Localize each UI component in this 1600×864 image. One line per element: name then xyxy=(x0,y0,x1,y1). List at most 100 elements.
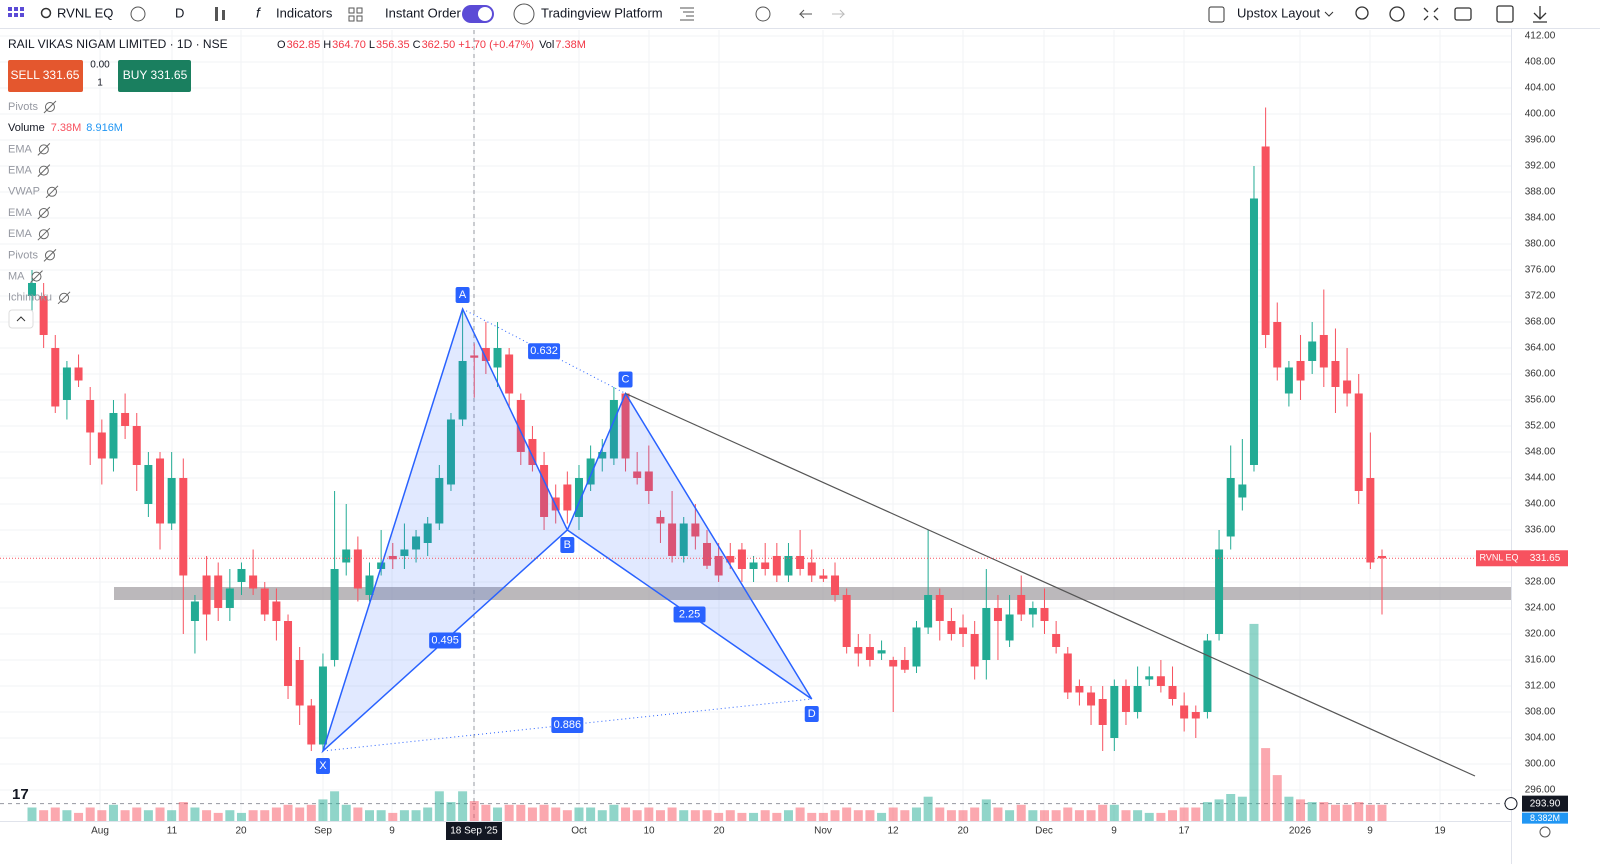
hidden-eye-slash xyxy=(37,143,51,156)
volume-bar xyxy=(1342,804,1352,821)
hidden-eye[interactable] xyxy=(44,102,55,112)
platform[interactable]: Tradingview Platform xyxy=(541,5,663,20)
hidden-eye[interactable] xyxy=(38,144,49,155)
toolbar-right-icons[interactable] xyxy=(1355,5,1547,23)
volume-bar xyxy=(1051,810,1061,821)
ohlc-value: 362.50 xyxy=(422,39,456,51)
hidden-eye-slash xyxy=(57,291,71,305)
hidden-eye[interactable] xyxy=(38,208,49,218)
candle-body xyxy=(1017,594,1026,615)
candle-body xyxy=(167,477,176,524)
hidden-eye[interactable] xyxy=(38,165,49,176)
candle-body xyxy=(889,659,898,667)
hidden-eye-slash xyxy=(37,206,51,220)
add-symbol[interactable] xyxy=(130,6,146,22)
redo-icon[interactable] xyxy=(832,9,846,19)
candle-body xyxy=(1354,393,1363,491)
chart-type-icon[interactable] xyxy=(215,7,218,21)
x-tick-label: Dec xyxy=(1035,826,1053,837)
interval[interactable]: D xyxy=(175,5,184,20)
volume-bar xyxy=(1202,802,1212,821)
x-tick-label: Sep xyxy=(314,826,332,837)
hidden-eye[interactable] xyxy=(47,186,57,197)
volume-bar xyxy=(283,804,293,821)
volume-bar xyxy=(1133,810,1143,821)
symbol[interactable]: RVNL EQ xyxy=(57,5,113,20)
tv-logo: 17 xyxy=(12,786,29,803)
y-tick-label: 352.00 xyxy=(1525,421,1556,432)
point-badge xyxy=(315,757,330,774)
hidden-eye[interactable] xyxy=(38,229,49,240)
y-tick-label: 328.00 xyxy=(1525,577,1556,588)
undo-icon[interactable] xyxy=(798,9,812,19)
volume-bar xyxy=(1226,794,1236,821)
candle-body xyxy=(86,399,95,433)
candle-body xyxy=(1180,705,1189,719)
layout-name[interactable]: Upstox Layout xyxy=(1237,5,1320,20)
hidden-eye-slash xyxy=(43,100,57,114)
apps-icon[interactable] xyxy=(8,7,24,17)
ohlc-value: 364.70 xyxy=(332,39,366,51)
refresh-icon[interactable] xyxy=(755,6,771,22)
layout-dropdown[interactable] xyxy=(1324,11,1334,17)
candle-body xyxy=(446,419,455,485)
hidden-eye[interactable] xyxy=(59,292,70,303)
settings-icon[interactable] xyxy=(1539,826,1551,838)
replay-icon[interactable] xyxy=(680,7,694,21)
volume-bar xyxy=(690,810,700,821)
volume-bar xyxy=(1144,812,1154,821)
volume-bar xyxy=(260,810,270,821)
templates-icon[interactable] xyxy=(348,7,363,22)
candle-body xyxy=(505,354,514,394)
last-price-label: 331.65 xyxy=(1530,553,1561,564)
collapse-button[interactable] xyxy=(8,309,34,329)
indicators-button[interactable]: Indicators xyxy=(276,5,333,20)
volume-bar xyxy=(423,807,433,821)
layout-checkbox[interactable] xyxy=(1208,6,1225,23)
candle-body xyxy=(714,555,723,576)
sell-button[interactable] xyxy=(8,60,83,92)
candle-body xyxy=(1215,549,1224,634)
candle-body xyxy=(761,562,770,569)
crosshair-add[interactable] xyxy=(1504,797,1518,811)
candle-body xyxy=(1203,640,1212,712)
candle-body xyxy=(39,295,48,335)
x-tick-label: 2026 xyxy=(1289,826,1312,837)
candle-body xyxy=(260,588,269,615)
volume-tag xyxy=(1522,812,1568,824)
candle-body xyxy=(668,523,677,556)
volume-bar xyxy=(877,812,887,821)
volume-bar xyxy=(1365,804,1375,821)
chart-type-icon[interactable] xyxy=(222,10,225,20)
candle-body xyxy=(295,659,304,706)
volume-bar xyxy=(481,804,491,821)
candle-body xyxy=(598,451,607,459)
study-name: EMA xyxy=(8,207,33,219)
candle-body xyxy=(691,523,700,537)
volume-bar xyxy=(306,804,316,821)
candle-body xyxy=(51,347,60,407)
sell-label[interactable]: SELL 331.65 xyxy=(11,68,80,82)
candle-body xyxy=(679,523,688,556)
x-tick-label: 11 xyxy=(167,826,178,837)
volume-bar xyxy=(1377,804,1387,821)
buy-label[interactable]: BUY 331.65 xyxy=(123,68,188,82)
volume-bar xyxy=(655,810,665,821)
hidden-eye[interactable] xyxy=(44,250,55,261)
x-tick-label: 20 xyxy=(235,826,247,837)
buy-button[interactable] xyxy=(118,60,191,92)
study-name: Pivots xyxy=(8,101,38,113)
symbol-tag xyxy=(1476,550,1522,567)
volume-bar xyxy=(1296,799,1306,821)
qty[interactable]: 1 xyxy=(97,78,103,89)
search-icon[interactable] xyxy=(40,7,52,19)
candle-body xyxy=(877,650,886,654)
candle-body xyxy=(272,601,281,621)
hidden-eye[interactable] xyxy=(31,271,42,282)
candle-body xyxy=(865,646,874,660)
instant-order[interactable]: Instant Order xyxy=(385,5,462,20)
candle-body xyxy=(796,555,805,569)
volume-bar xyxy=(1284,796,1294,821)
